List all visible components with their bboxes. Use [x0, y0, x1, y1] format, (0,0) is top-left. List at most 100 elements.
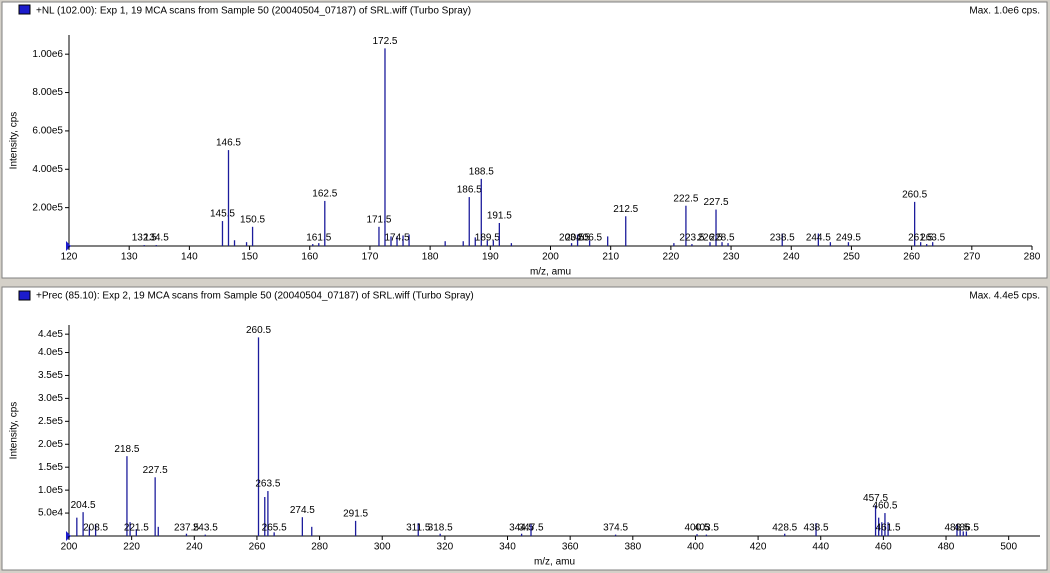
peak-label: 146.5	[216, 138, 241, 149]
x-tick-label: 360	[562, 542, 579, 553]
peak-label: 204.5	[71, 500, 96, 511]
peak-label: 311.5	[406, 523, 431, 534]
peak-label: 162.5	[312, 189, 337, 200]
chart-title: +Prec (85.10): Exp 2, 19 MCA scans from …	[36, 291, 474, 302]
x-tick-label: 200	[61, 542, 78, 553]
chart-title: +NL (102.00): Exp 1, 19 MCA scans from S…	[36, 6, 471, 17]
y-tick-label: 3.5e5	[38, 370, 63, 381]
peak-label: 318.5	[428, 523, 453, 534]
y-axis-label: Intensity, cps	[9, 402, 20, 460]
y-tick-label: 5.0e4	[38, 508, 63, 519]
peak-label: 460.5	[872, 501, 897, 512]
x-tick-label: 300	[374, 542, 391, 553]
peak-label: 174.5	[385, 233, 410, 244]
peak-label: 204.5	[565, 233, 590, 244]
peak-label: 171.5	[366, 214, 391, 225]
x-tick-label: 460	[875, 542, 892, 553]
peak-label: 260.5	[246, 325, 271, 336]
peak-label: 263.5	[255, 479, 280, 490]
peak-label: 188.5	[469, 167, 494, 178]
panel	[1, 286, 1048, 571]
x-tick-label: 260	[249, 542, 266, 553]
peak-label: 228.5	[710, 233, 735, 244]
x-tick-label: 190	[482, 252, 499, 263]
peak-label: 172.5	[372, 36, 397, 47]
y-tick-label: 3.0e5	[38, 393, 63, 404]
x-tick-label: 480	[938, 542, 955, 553]
peak-label: 263.5	[920, 233, 945, 244]
peak-label: 222.5	[673, 193, 698, 204]
peak-label: 347.5	[518, 523, 543, 534]
peak-label: 260.5	[902, 190, 927, 201]
x-tick-label: 260	[903, 252, 920, 263]
x-tick-label: 240	[783, 252, 800, 263]
peak-label: 291.5	[343, 509, 368, 520]
peak-label: 274.5	[290, 505, 315, 516]
peak-label: 261.5	[908, 233, 933, 244]
peak-label: 249.5	[836, 233, 861, 244]
peak-label: 244.5	[806, 233, 831, 244]
peak-label: 145.5	[210, 209, 235, 220]
y-tick-label: 2.5e5	[38, 416, 63, 427]
y-tick-label: 8.00e5	[32, 87, 63, 98]
y-tick-label: 1.00e6	[32, 49, 63, 60]
max-label: Max. 1.0e6 cps.	[969, 6, 1040, 17]
peak-label: 221.5	[124, 523, 149, 534]
x-tick-label: 210	[602, 252, 619, 263]
peak-label: 374.5	[603, 523, 628, 534]
panel	[1, 1, 1048, 279]
peak-label: 186.5	[457, 185, 482, 196]
max-label: Max. 4.4e5 cps.	[969, 291, 1040, 302]
peak-label: 237.5	[174, 523, 199, 534]
x-tick-label: 120	[61, 252, 78, 263]
peak-label: 150.5	[240, 214, 265, 225]
x-axis-label: m/z, amu	[534, 557, 575, 568]
peak-label: 344.5	[509, 523, 534, 534]
legend-swatch	[18, 4, 31, 15]
peak-label: 403.5	[694, 523, 719, 534]
x-tick-label: 160	[301, 252, 318, 263]
peak-label: 218.5	[114, 444, 139, 455]
x-tick-label: 130	[121, 252, 138, 263]
x-tick-label: 380	[624, 542, 641, 553]
y-tick-label: 4.4e5	[38, 329, 63, 340]
x-tick-label: 170	[362, 252, 379, 263]
x-tick-label: 220	[663, 252, 680, 263]
x-tick-label: 440	[812, 542, 829, 553]
x-tick-label: 140	[181, 252, 198, 263]
y-tick-label: 6.00e5	[32, 126, 63, 137]
x-tick-label: 240	[186, 542, 203, 553]
x-tick-label: 270	[963, 252, 980, 263]
peak-label: 486.5	[954, 523, 979, 534]
peak-label: 227.5	[704, 197, 729, 208]
peak-label: 226.5	[697, 233, 722, 244]
y-tick-label: 4.0e5	[38, 347, 63, 358]
peak-label: 134.5	[144, 233, 169, 244]
x-tick-label: 340	[499, 542, 516, 553]
x-tick-label: 280	[311, 542, 328, 553]
x-tick-label: 180	[422, 252, 439, 263]
peak-label: 203.5	[559, 233, 584, 244]
peak-label: 206.5	[577, 233, 602, 244]
y-tick-label: 2.00e5	[32, 202, 63, 213]
x-tick-label: 400	[687, 542, 704, 553]
x-tick-label: 230	[723, 252, 740, 263]
x-tick-label: 500	[1000, 542, 1017, 553]
y-axis-label: Intensity, cps	[9, 112, 20, 170]
x-tick-label: 280	[1024, 252, 1041, 263]
peak-label: 400.5	[685, 523, 710, 534]
peak-label: 457.5	[863, 493, 888, 504]
x-tick-label: 250	[843, 252, 860, 263]
peak-label: 208.5	[83, 523, 108, 534]
x-tick-label: 200	[542, 252, 559, 263]
y-tick-label: 2.0e5	[38, 439, 63, 450]
peak-label: 212.5	[613, 204, 638, 215]
peak-label: 227.5	[143, 465, 168, 476]
peak-label: 223.5	[679, 233, 704, 244]
y-tick-label: 4.00e5	[32, 164, 63, 175]
x-tick-label: 320	[437, 542, 454, 553]
legend-swatch	[18, 290, 31, 301]
peak-label: 243.5	[193, 523, 218, 534]
peak-label: 483.5	[944, 523, 969, 534]
